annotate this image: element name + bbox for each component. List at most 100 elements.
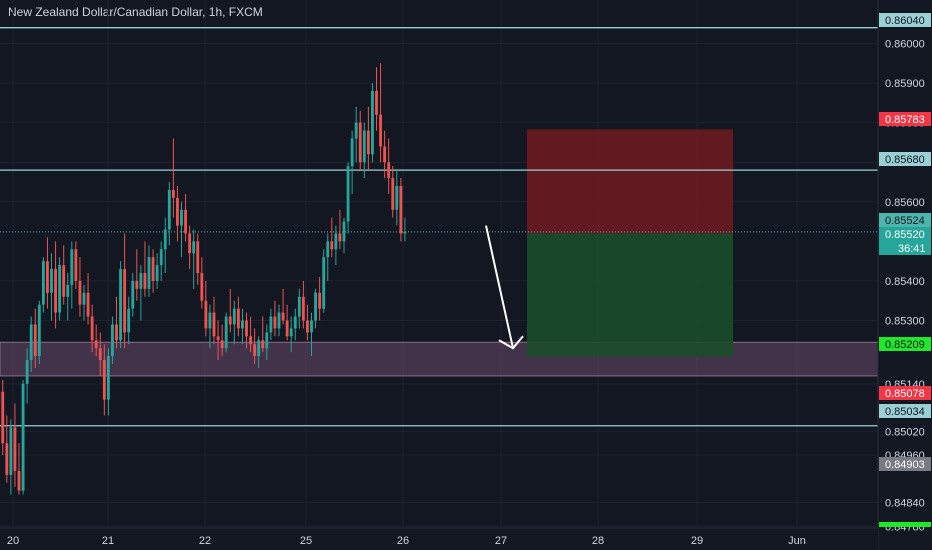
x-tick-label: 25 xyxy=(300,535,312,547)
candle-body xyxy=(176,197,179,226)
price-label-line xyxy=(879,152,931,166)
candle-body xyxy=(94,340,98,349)
candle-body xyxy=(46,261,49,293)
candle-body xyxy=(366,130,370,155)
candle-body xyxy=(354,122,358,139)
price-label-text: 0.86040 xyxy=(885,15,925,27)
candle-body xyxy=(196,241,200,274)
candle-body xyxy=(241,320,244,329)
price-label-text: 0.85783 xyxy=(885,114,925,126)
candle-body xyxy=(293,316,297,329)
x-tick-label: 20 xyxy=(7,535,19,547)
candle-body xyxy=(273,316,277,329)
candle-body xyxy=(119,269,122,341)
candle-body xyxy=(306,320,309,333)
candle-body xyxy=(379,114,382,147)
price-label-timer xyxy=(879,241,931,255)
candle-body xyxy=(245,320,248,337)
candle-body xyxy=(13,427,17,471)
candle-body xyxy=(334,233,338,250)
candle-body xyxy=(375,91,378,115)
candle-body xyxy=(395,185,399,210)
candle-body xyxy=(139,273,143,289)
candle-body xyxy=(123,269,127,333)
candle-body xyxy=(399,185,403,234)
y-tick-label: 0.85300 xyxy=(885,316,925,328)
price-label-text: 0.85034 xyxy=(885,406,925,418)
candle-body xyxy=(403,231,407,234)
candle-body xyxy=(297,296,301,317)
candle-body xyxy=(111,324,114,357)
candle-body xyxy=(236,308,240,329)
candle-body xyxy=(180,209,183,226)
candle-body xyxy=(58,265,62,313)
price-label-line xyxy=(879,13,931,27)
y-tick-label: 0.86000 xyxy=(885,39,925,51)
price-label-line xyxy=(879,404,931,418)
x-tick-label: 21 xyxy=(102,535,114,547)
time-axis xyxy=(0,528,878,550)
candle-body xyxy=(184,209,187,234)
candle-body xyxy=(318,292,322,309)
candle-body xyxy=(62,265,66,297)
x-tick-label: 28 xyxy=(592,535,604,547)
price-label-stop xyxy=(879,112,931,126)
candle-body xyxy=(224,316,228,349)
candle-body xyxy=(371,91,374,155)
candle-body xyxy=(383,146,387,163)
price-label-text: 0.84903 xyxy=(885,459,925,471)
candle-body xyxy=(228,316,232,325)
price-label-text: 0.85078 xyxy=(885,388,925,400)
candle-body xyxy=(5,443,9,475)
y-tick-label: 0.84840 xyxy=(885,498,925,510)
candle-body xyxy=(17,470,21,491)
candle-body xyxy=(66,284,70,297)
x-tick-label: 22 xyxy=(199,535,211,547)
candle-body xyxy=(155,265,159,281)
support-zone xyxy=(0,341,879,377)
candle-body xyxy=(115,324,118,341)
candle-body xyxy=(70,249,74,285)
candle-body xyxy=(277,312,281,329)
candle-body xyxy=(159,249,163,266)
candle-body xyxy=(326,241,330,258)
y-tick-label: 0.85400 xyxy=(885,276,925,288)
candle-body xyxy=(208,312,212,329)
stop-loss-zone xyxy=(527,129,733,234)
candle-body xyxy=(86,292,90,317)
candle-body xyxy=(289,328,293,337)
price-label-current xyxy=(879,213,931,227)
y-tick-label: 0.85900 xyxy=(885,78,925,90)
candle-body xyxy=(50,269,53,293)
projection-arrow xyxy=(485,225,514,349)
candle-body xyxy=(204,300,208,329)
candle-body xyxy=(74,249,78,281)
candle-body xyxy=(82,292,86,305)
candle-body xyxy=(269,316,273,333)
candle-body xyxy=(342,221,346,242)
x-tick-label: 27 xyxy=(495,535,507,547)
candle-body xyxy=(135,280,139,289)
candle-body xyxy=(265,332,269,349)
x-tick-label: Jun xyxy=(788,535,806,547)
candle-body xyxy=(25,360,29,384)
candle-body xyxy=(232,308,236,325)
price-label-text: 0.85680 xyxy=(885,154,925,166)
candle-body xyxy=(285,320,289,337)
candle-body xyxy=(167,189,171,230)
price-label-low xyxy=(879,457,931,471)
arrow-head xyxy=(498,335,524,350)
candle-body xyxy=(106,356,110,400)
candle-body xyxy=(163,229,167,250)
candle-body xyxy=(147,257,151,289)
candle-body xyxy=(358,122,362,163)
price-label-text: 0.85520 xyxy=(885,229,925,241)
candle-body xyxy=(281,312,285,321)
price-label-target xyxy=(879,337,931,351)
candle-body xyxy=(220,340,224,349)
candle-body xyxy=(301,296,305,321)
price-label-text: 36:41 xyxy=(898,243,926,255)
candle-body xyxy=(188,233,192,254)
candle-body xyxy=(41,261,45,305)
